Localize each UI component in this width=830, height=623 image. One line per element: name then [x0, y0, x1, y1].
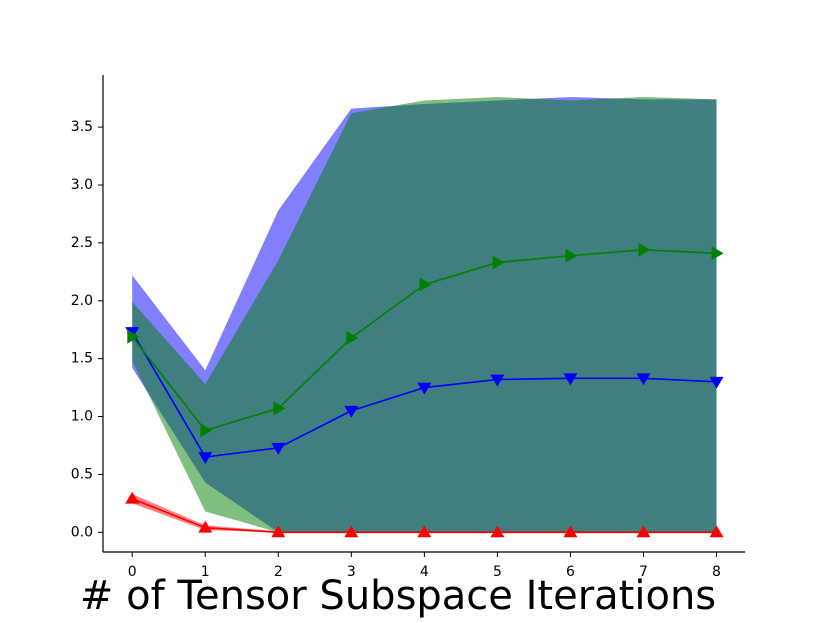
- marker: [198, 452, 213, 465]
- x-tick-label: 1: [201, 564, 210, 580]
- marker: [271, 525, 286, 538]
- marker: [344, 405, 359, 418]
- marker: [273, 401, 286, 416]
- marker: [563, 525, 578, 538]
- y-tick-label: 3.0: [71, 177, 93, 193]
- marker: [636, 525, 651, 538]
- marker: [127, 329, 140, 344]
- marker: [709, 376, 724, 389]
- error-band: [132, 96, 717, 533]
- marker: [344, 525, 359, 538]
- marker: [638, 242, 651, 257]
- x-tick-label: 6: [566, 564, 575, 580]
- marker: [417, 525, 432, 538]
- x-tick-label: 5: [493, 564, 502, 580]
- marker: [492, 255, 505, 270]
- marker: [636, 373, 651, 386]
- marker: [417, 382, 432, 395]
- y-tick-label: 0.0: [71, 524, 93, 540]
- marker: [490, 374, 505, 387]
- x-tick-label: 4: [420, 564, 429, 580]
- marker: [125, 491, 140, 504]
- marker: [565, 248, 578, 263]
- marker: [711, 246, 724, 261]
- y-tick-label: 1.0: [71, 409, 93, 425]
- y-tick-label: 2.5: [71, 235, 93, 251]
- marker: [709, 525, 724, 538]
- marker: [200, 423, 213, 438]
- y-tick-label: 2.0: [71, 293, 93, 309]
- marker: [198, 520, 213, 533]
- marker: [490, 525, 505, 538]
- marker: [271, 442, 286, 455]
- x-tick-label: 0: [128, 564, 137, 580]
- marker: [419, 277, 432, 292]
- y-tick-label: 3.5: [71, 119, 93, 135]
- y-tick-label: 0.5: [71, 466, 93, 482]
- marker: [563, 373, 578, 386]
- x-tick-label: 8: [712, 564, 721, 580]
- x-axis-label: # of Tensor Subspace Iterations: [80, 573, 716, 619]
- x-tick-label: 2: [274, 564, 283, 580]
- marker: [346, 330, 359, 345]
- x-tick-label: 7: [639, 564, 648, 580]
- y-tick-label: 1.5: [71, 351, 93, 367]
- x-tick-label: 3: [347, 564, 356, 580]
